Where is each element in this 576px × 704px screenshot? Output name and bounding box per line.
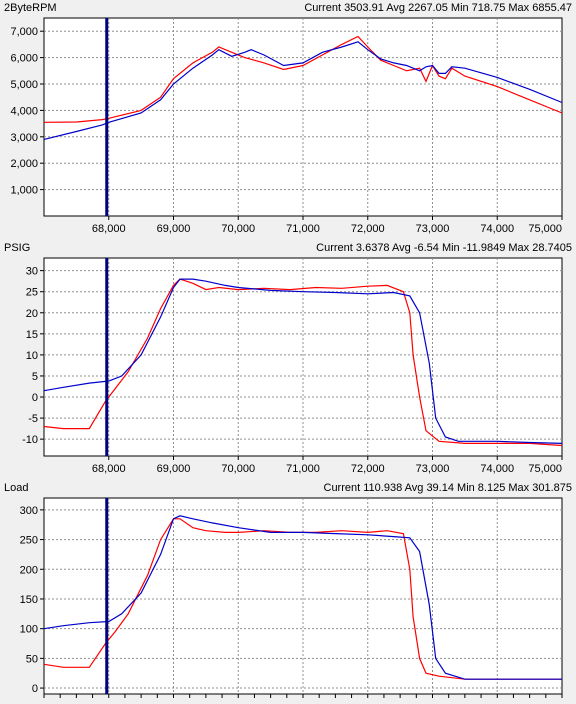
psig-chart[interactable]: 68,000 69,000 70,000 71,000 72,000 73,000 74,0… [0, 256, 576, 480]
x-tick-label: 70,000 [221, 463, 255, 475]
x-tick-label: 68,000 [92, 463, 126, 475]
x-tick-label: 73,000 [416, 223, 450, 235]
chart-title: Load [4, 482, 29, 494]
x-tick-label: 72,000 [351, 463, 385, 475]
x-tick-label: 74,000 [480, 223, 514, 235]
y-tick-label: 10 [26, 350, 38, 362]
y-tick-label: -5 [28, 413, 38, 425]
series-line-blue [43, 41, 563, 140]
load-panel: Load Current 110.938 Avg 39.14 Min 8.125… [0, 480, 576, 704]
y-tick-label: 1,000 [10, 185, 38, 197]
y-tick-label: 5,000 [10, 79, 38, 91]
series-line-red [43, 35, 563, 123]
y-tick-label: 100 [20, 624, 38, 636]
rpm-chart[interactable]: 68,000 69,000 70,000 71,000 72,000 73,000 74,0… [0, 16, 576, 240]
x-tick-label: 75,000 [528, 223, 562, 235]
psig-panel: PSIG Current 3.6378 Avg -6.54 Min -11.98… [0, 240, 576, 480]
y-tick-label: 150 [20, 594, 38, 606]
y-tick-label: 2,000 [10, 158, 38, 170]
panel-header: 2ByteRPM Current 3503.91 Avg 2267.05 Min… [0, 0, 576, 16]
x-tick-label: 69,000 [157, 463, 191, 475]
chart-title: 2ByteRPM [4, 2, 57, 14]
series-line-blue [43, 278, 563, 444]
y-tick-label: 0 [32, 392, 38, 404]
x-tick-label: 75,000 [528, 463, 562, 475]
chart-title: PSIG [4, 242, 31, 254]
y-tick-label: 50 [26, 653, 38, 665]
x-tick-label: 70,000 [221, 223, 255, 235]
x-tick-label: 71,000 [286, 223, 320, 235]
y-tick-label: 5 [32, 371, 38, 383]
series-line-red [43, 278, 563, 447]
chart-stats: Current 3503.91 Avg 2267.05 Min 718.75 M… [304, 2, 572, 14]
panel-header: Load Current 110.938 Avg 39.14 Min 8.125… [0, 480, 576, 496]
y-tick-label: 300 [20, 505, 38, 517]
x-tick-label: 73,000 [416, 463, 450, 475]
y-tick-label: 0 [32, 683, 38, 695]
y-tick-label: -10 [22, 434, 38, 446]
panel-header: PSIG Current 3.6378 Avg -6.54 Min -11.98… [0, 240, 576, 256]
x-tick-label: 68,000 [92, 223, 126, 235]
load-chart[interactable]: 0 50 100 150 200 250 300 [0, 496, 576, 704]
y-tick-label: 250 [20, 535, 38, 547]
y-tick-label: 4,000 [10, 105, 38, 117]
rpm-panel: 2ByteRPM Current 3503.91 Avg 2267.05 Min… [0, 0, 576, 240]
y-tick-label: 3,000 [10, 132, 38, 144]
x-tick-label: 71,000 [286, 463, 320, 475]
x-tick-label: 74,000 [480, 463, 514, 475]
x-tick-label: 69,000 [157, 223, 191, 235]
y-tick-label: 30 [26, 266, 38, 278]
chart-stats: Current 3.6378 Avg -6.54 Min -11.9849 Ma… [316, 242, 572, 254]
y-tick-label: 20 [26, 308, 38, 320]
y-tick-label: 25 [26, 287, 38, 299]
y-tick-label: 6,000 [10, 53, 38, 65]
y-tick-label: 200 [20, 564, 38, 576]
chart-stats: Current 110.938 Avg 39.14 Min 8.125 Max … [323, 482, 573, 494]
x-tick-label: 72,000 [351, 223, 385, 235]
y-tick-label: 7,000 [10, 26, 38, 38]
series-line-blue [43, 515, 562, 680]
series-line-red [43, 518, 562, 680]
y-tick-label: 15 [26, 329, 38, 341]
